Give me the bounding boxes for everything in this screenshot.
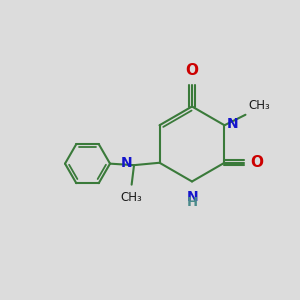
Text: CH₃: CH₃ [121, 191, 142, 204]
Text: O: O [185, 63, 199, 78]
Text: H: H [187, 196, 198, 209]
Text: O: O [250, 155, 263, 170]
Text: N: N [227, 117, 239, 131]
Text: N: N [187, 190, 198, 204]
Text: CH₃: CH₃ [248, 99, 270, 112]
Text: N: N [121, 156, 133, 170]
